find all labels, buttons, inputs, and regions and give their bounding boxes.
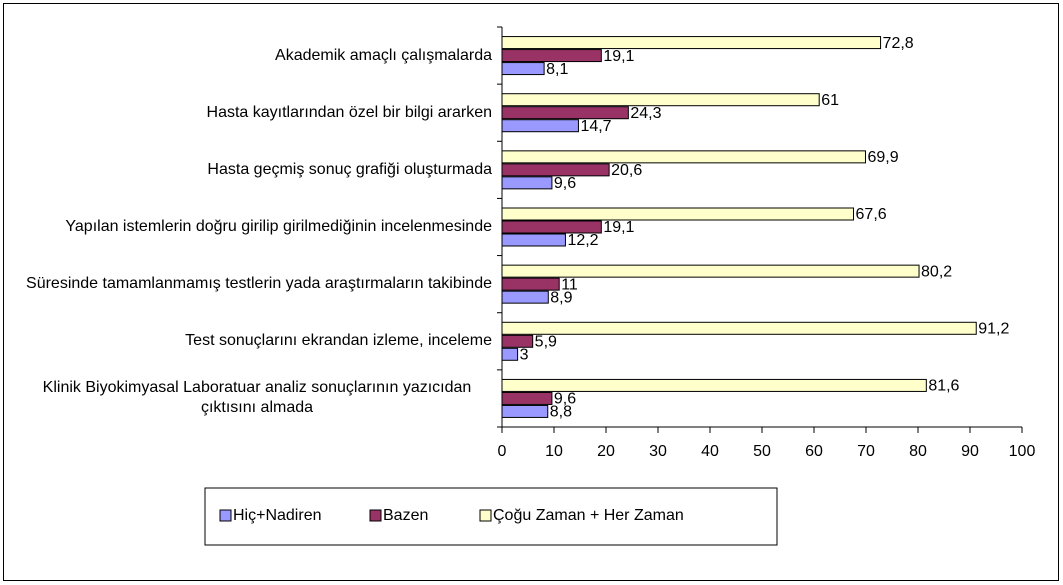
legend-label: Çoğu Zaman + Her Zaman [493, 507, 684, 524]
bar [501, 36, 882, 50]
data-label: 14,7 [580, 118, 611, 135]
category-label: Akademik amaçlı çalışmalarda [275, 46, 492, 64]
data-label: 61 [821, 92, 839, 109]
data-label: 80,2 [921, 263, 952, 280]
x-tick-label: 40 [701, 443, 719, 460]
bar [501, 49, 602, 63]
data-label: 3 [520, 347, 529, 364]
data-label: 20,6 [611, 162, 642, 179]
data-label: 72,8 [883, 35, 914, 52]
bar [501, 277, 560, 291]
category-label: Hasta kayıtlarından özel bir bilgi arark… [206, 103, 492, 121]
bar [501, 334, 534, 348]
bar [501, 233, 566, 247]
bar [501, 62, 545, 76]
legend-label: Hiç+Nadiren [233, 507, 321, 524]
data-label: 19,1 [603, 219, 634, 236]
bar [501, 176, 553, 190]
data-label: 5,9 [535, 334, 557, 351]
legend-swatch [479, 509, 492, 522]
legend-swatch [369, 509, 382, 522]
bar [501, 93, 820, 107]
data-label: 91,2 [978, 321, 1009, 338]
bar [501, 321, 977, 335]
bar [501, 347, 519, 361]
x-tick-label: 70 [857, 443, 875, 460]
x-tick-label: 30 [649, 443, 667, 460]
x-tick-label: 80 [909, 443, 927, 460]
bar [501, 290, 549, 304]
x-tick-label: 90 [961, 443, 979, 460]
bar [501, 391, 553, 405]
x-tick-label: 0 [498, 443, 507, 460]
data-label: 24,3 [630, 105, 661, 122]
x-tick-label: 10 [545, 443, 563, 460]
bar [501, 378, 927, 392]
bar [501, 119, 579, 133]
bar [501, 220, 602, 234]
data-label: 81,6 [928, 378, 959, 395]
data-label: 9,6 [554, 391, 576, 408]
bar [501, 106, 629, 120]
bar [501, 163, 610, 177]
data-label: 11 [561, 276, 578, 293]
category-label: Yapılan istemlerin doğru girilip girilme… [65, 218, 492, 235]
data-label: 8,9 [550, 289, 572, 306]
data-label: 9,6 [554, 175, 576, 192]
legend-swatch [219, 509, 232, 522]
category-label: Test sonuçlarını ekrandan izleme, incele… [185, 332, 492, 350]
legend-label: Bazen [383, 507, 428, 524]
data-label: 67,6 [856, 206, 887, 223]
bar [501, 207, 855, 221]
bar [501, 150, 866, 164]
category-label: Süresinde tamamlanmamış testlerin yada a… [26, 275, 492, 293]
x-tick-label: 60 [805, 443, 823, 460]
data-label: 69,9 [867, 149, 898, 166]
data-label: 8,1 [546, 61, 568, 78]
category-label: Hasta geçmiş sonuç grafiği oluşturmada [207, 160, 492, 178]
bar [501, 264, 920, 278]
data-label: 19,1 [603, 48, 634, 65]
x-tick-label: 100 [1009, 443, 1036, 460]
data-label: 12,2 [567, 232, 598, 249]
bar [501, 404, 549, 418]
category-label: Klinik Biyokimyasal Laboratuar analiz so… [42, 379, 472, 417]
x-tick-label: 20 [597, 443, 615, 460]
data-label: 8,8 [550, 404, 572, 421]
x-tick-label: 50 [753, 443, 771, 460]
